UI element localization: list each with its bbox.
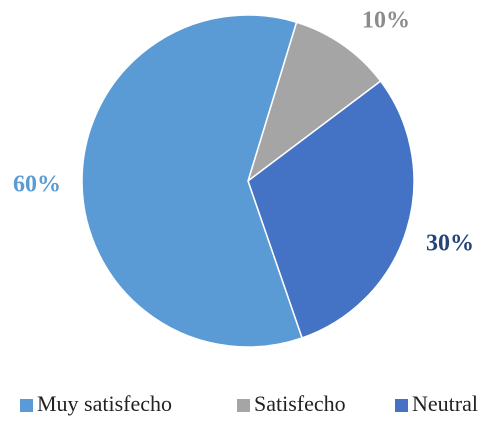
pie-slice-satisfecho — [246, 21, 382, 183]
legend: Muy satisfecho Satisfecho Neutral — [20, 391, 478, 416]
legend-swatch — [237, 399, 250, 412]
data-label-neutral: 30% — [426, 231, 474, 257]
legend-item-muy-satisfecho: Muy satisfecho — [20, 391, 172, 416]
legend-swatch — [395, 399, 408, 412]
legend-item-neutral: Neutral — [395, 391, 478, 416]
slice-labels: 10% 30% 60% — [13, 8, 474, 257]
data-label-satisfecho: 10% — [362, 8, 410, 34]
pie-slice-muy-satisfecho — [81, 14, 303, 348]
legend-label: Neutral — [412, 391, 478, 416]
legend-label: Muy satisfecho — [37, 391, 172, 416]
legend-item-satisfecho: Satisfecho — [237, 391, 346, 416]
pie-slices — [81, 14, 415, 348]
legend-label: Satisfecho — [254, 391, 346, 416]
legend-swatch — [20, 399, 33, 412]
pie-slice-neutral — [247, 80, 415, 339]
data-label-muy-satisfecho: 60% — [13, 172, 61, 198]
